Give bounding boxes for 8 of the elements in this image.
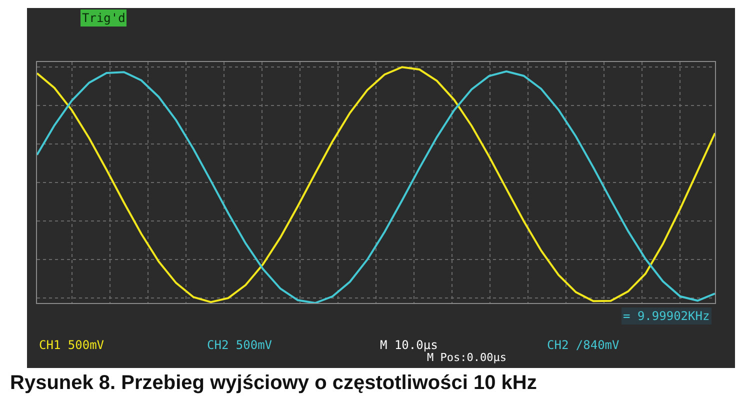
text: CH2 500mV (207, 338, 272, 352)
text: M 10.0µs (380, 338, 438, 352)
text: = 9.99902KHz (623, 309, 710, 323)
text: CH2 /840mV (547, 338, 620, 352)
text: M Pos:0.00µs (427, 351, 506, 364)
text: Trig'd (82, 11, 126, 25)
text: CH1 500mV (39, 338, 104, 352)
text: Rysunek 8. Przebieg wyjściowy o częstotliwości 10 kHz (10, 372, 537, 394)
